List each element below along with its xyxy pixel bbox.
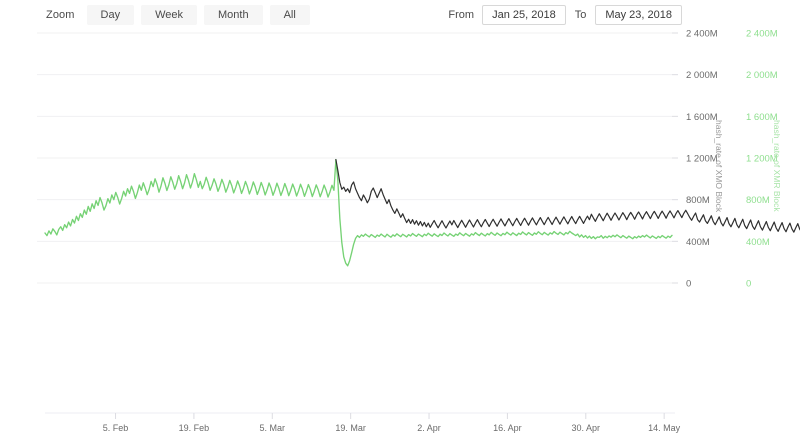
y-axis-right-title: hash_rate of XMR Block bbox=[772, 120, 782, 212]
to-date-input[interactable]: May 23, 2018 bbox=[595, 5, 682, 25]
series-line-xmo bbox=[335, 158, 800, 233]
y-axis-right-tick-label: 800M bbox=[746, 195, 770, 206]
y-axis-left-tick-label: 2 000M bbox=[686, 70, 718, 81]
gridlines-group bbox=[37, 32, 678, 284]
x-axis-tick-label: 16. Apr bbox=[493, 423, 522, 433]
x-axis-tick-label: 2. Apr bbox=[417, 423, 441, 433]
zoom-button-all[interactable]: All bbox=[269, 5, 310, 25]
from-date-input[interactable]: Jan 25, 2018 bbox=[482, 5, 566, 25]
y-axis-right-tick-label: 1 600M bbox=[746, 112, 778, 123]
chart-plot-area[interactable]: 0 0 400M 400M 800M 800M 1 200M 1 200M 1 600M 1 60… bbox=[0, 28, 800, 446]
series-group bbox=[44, 158, 800, 267]
chart-toolbar: Zoom Day Week Month All From Jan 25, 201… bbox=[0, 0, 800, 28]
y-axis-right-tick-label: 2 400M bbox=[746, 29, 778, 40]
y-axis-left-title: hash_rate of XMO Block bbox=[714, 120, 724, 213]
zoom-button-month[interactable]: Month bbox=[204, 5, 263, 25]
y-axis-left-tick-label: 1 200M bbox=[686, 154, 718, 165]
zoom-button-day[interactable]: Day bbox=[86, 5, 135, 25]
axis-group bbox=[45, 412, 675, 419]
y-axis-left-tick-label: 2 400M bbox=[686, 29, 718, 40]
x-axis-tick-label: 5. Feb bbox=[103, 423, 129, 433]
x-axis-tick-label: 30. Apr bbox=[572, 423, 601, 433]
hash-rate-line-chart[interactable]: 0 0 400M 400M 800M 800M 1 200M 1 200M 1 600M 1 60… bbox=[0, 28, 800, 446]
y-axis-right-tick-label: 1 200M bbox=[746, 154, 778, 165]
x-axis-tick-label: 19. Feb bbox=[179, 423, 210, 433]
date-range-group: From Jan 25, 2018 To May 23, 2018 bbox=[448, 5, 682, 25]
series-line-xmr bbox=[44, 158, 673, 267]
to-label: To bbox=[574, 9, 587, 21]
y-axis-left-tick-label: 1 600M bbox=[686, 112, 718, 123]
x-axis-tick-label: 5. Mar bbox=[260, 423, 286, 433]
y-axis-left-tick-label: 400M bbox=[686, 237, 710, 248]
zoom-button-week[interactable]: Week bbox=[141, 5, 198, 25]
zoom-label: Zoom bbox=[46, 9, 75, 21]
y-axis-right-tick-label: 2 000M bbox=[746, 70, 778, 81]
x-axis-tick-label: 19. Mar bbox=[335, 423, 366, 433]
y-axis-left-tick-label: 0 bbox=[686, 279, 691, 290]
y-axis-right-tick-label: 400M bbox=[746, 237, 770, 248]
y-axis-left-tick-label: 800M bbox=[686, 195, 710, 206]
y-axis-right-tick-label: 0 bbox=[746, 279, 751, 290]
x-axis-tick-label: 14. May bbox=[648, 423, 681, 433]
zoom-control-group: Zoom Day Week Month All bbox=[46, 5, 310, 25]
axis-labels-group: 0 0 400M 400M 800M 800M 1 200M 1 200M 1 600M 1 60… bbox=[103, 29, 782, 434]
from-label: From bbox=[448, 9, 475, 21]
